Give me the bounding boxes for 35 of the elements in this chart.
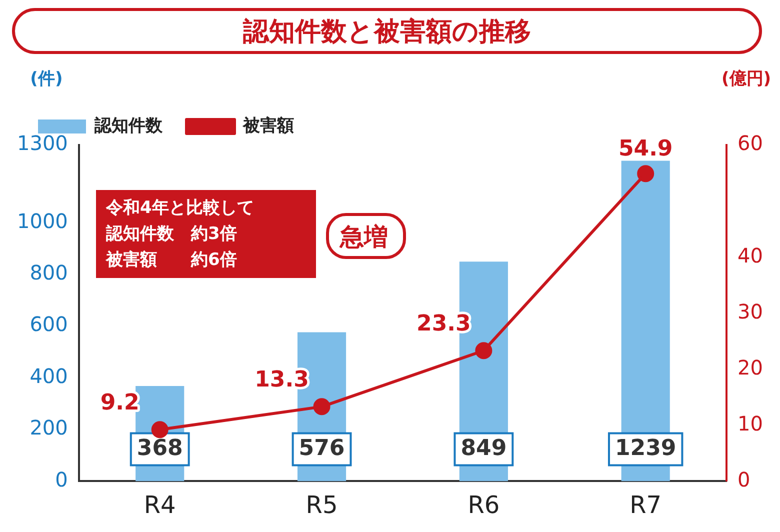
data-label: 54.9 <box>618 136 673 162</box>
y2-tick-label: 20 <box>738 355 764 380</box>
data-label: 849 <box>460 436 507 461</box>
x-tick-label: R5 <box>306 490 338 519</box>
annotation: 被害額 約6倍 <box>106 249 237 271</box>
y-axis-title: (件) <box>30 68 63 89</box>
annotation: 令和4年と比較して <box>106 197 254 219</box>
data-label: 1239 <box>614 436 676 461</box>
point <box>475 342 492 360</box>
legend-label: 被害額 <box>242 116 294 136</box>
y2-tick-label: 0 <box>738 467 750 492</box>
annotation: 認知件数 約3倍 <box>106 223 237 245</box>
y2-axis-title: (億円) <box>722 68 772 89</box>
y-tick-label: 800 <box>30 260 68 285</box>
y2-tick-label: 40 <box>738 243 764 268</box>
y2-tick-label: 10 <box>738 411 764 436</box>
chart-title: 認知件数と被害額の推移 <box>12 8 762 54</box>
y-tick-label: 200 <box>30 416 68 440</box>
point <box>151 421 168 438</box>
data-label: 368 <box>136 436 183 461</box>
y-tick-label: 400 <box>30 364 68 388</box>
annotation: 急増 <box>340 222 388 253</box>
data-label: 576 <box>298 436 345 461</box>
y2-tick-label: 30 <box>738 299 764 324</box>
y2-tick-label: 60 <box>738 131 764 156</box>
point <box>637 165 654 182</box>
x-tick-label: R7 <box>630 490 662 519</box>
y-tick-label: 1300 <box>16 131 68 156</box>
y-tick-label: 0 <box>55 467 68 492</box>
legend-label: 認知件数 <box>94 116 164 136</box>
x-tick-label: R4 <box>144 490 176 519</box>
point <box>313 398 330 416</box>
y-tick-label: 1000 <box>16 208 68 233</box>
y-tick-label: 600 <box>30 312 68 336</box>
x-tick-label: R6 <box>468 490 500 519</box>
